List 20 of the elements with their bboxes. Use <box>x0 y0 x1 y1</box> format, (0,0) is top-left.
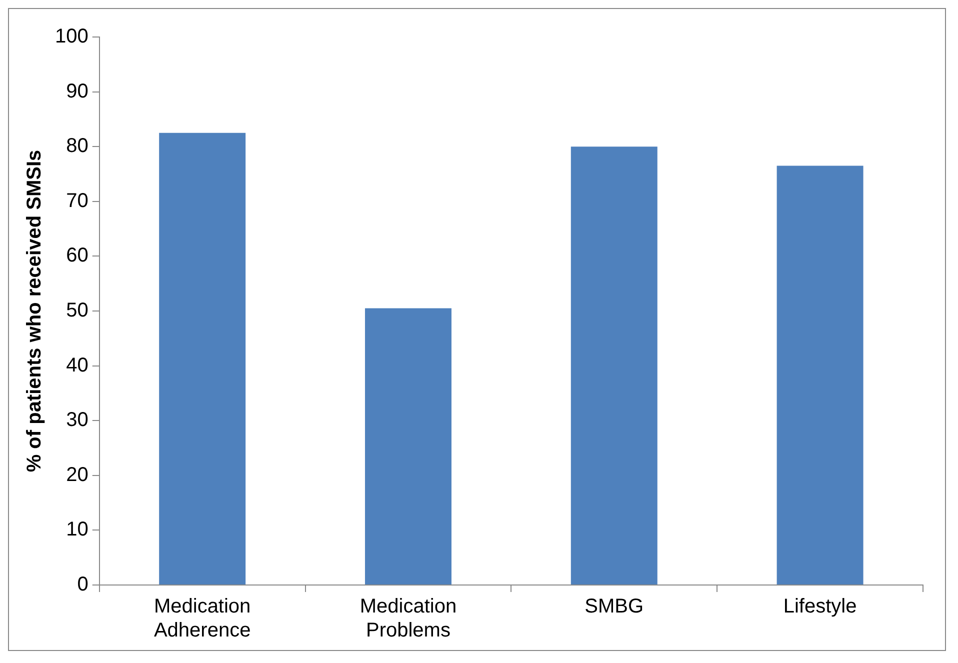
bar <box>364 308 452 584</box>
x-tick-label: SMBG <box>584 596 644 618</box>
y-tick-label: 30 <box>66 409 88 432</box>
y-tick-label: 70 <box>66 190 88 212</box>
y-tick-label: 10 <box>66 518 88 541</box>
bar <box>159 132 246 584</box>
y-axis-title: % of patients who received SMSIs <box>24 150 46 472</box>
y-tick-label: 100 <box>54 26 88 48</box>
y-tick-label: 60 <box>66 244 88 267</box>
y-tick-label: 20 <box>66 464 88 486</box>
y-tick-label: 80 <box>66 135 88 158</box>
y-tick-label: 0 <box>77 574 88 596</box>
bar <box>776 166 864 584</box>
y-tick-label: 90 <box>66 80 88 102</box>
y-tick-label: 50 <box>66 300 88 322</box>
x-tick-label: Medication Adherence <box>154 596 251 642</box>
x-tick-label: Lifestyle <box>783 596 857 618</box>
bar <box>570 146 658 584</box>
y-tick-label: 40 <box>66 354 88 376</box>
x-tick-label: Medication Problems <box>360 596 457 642</box>
